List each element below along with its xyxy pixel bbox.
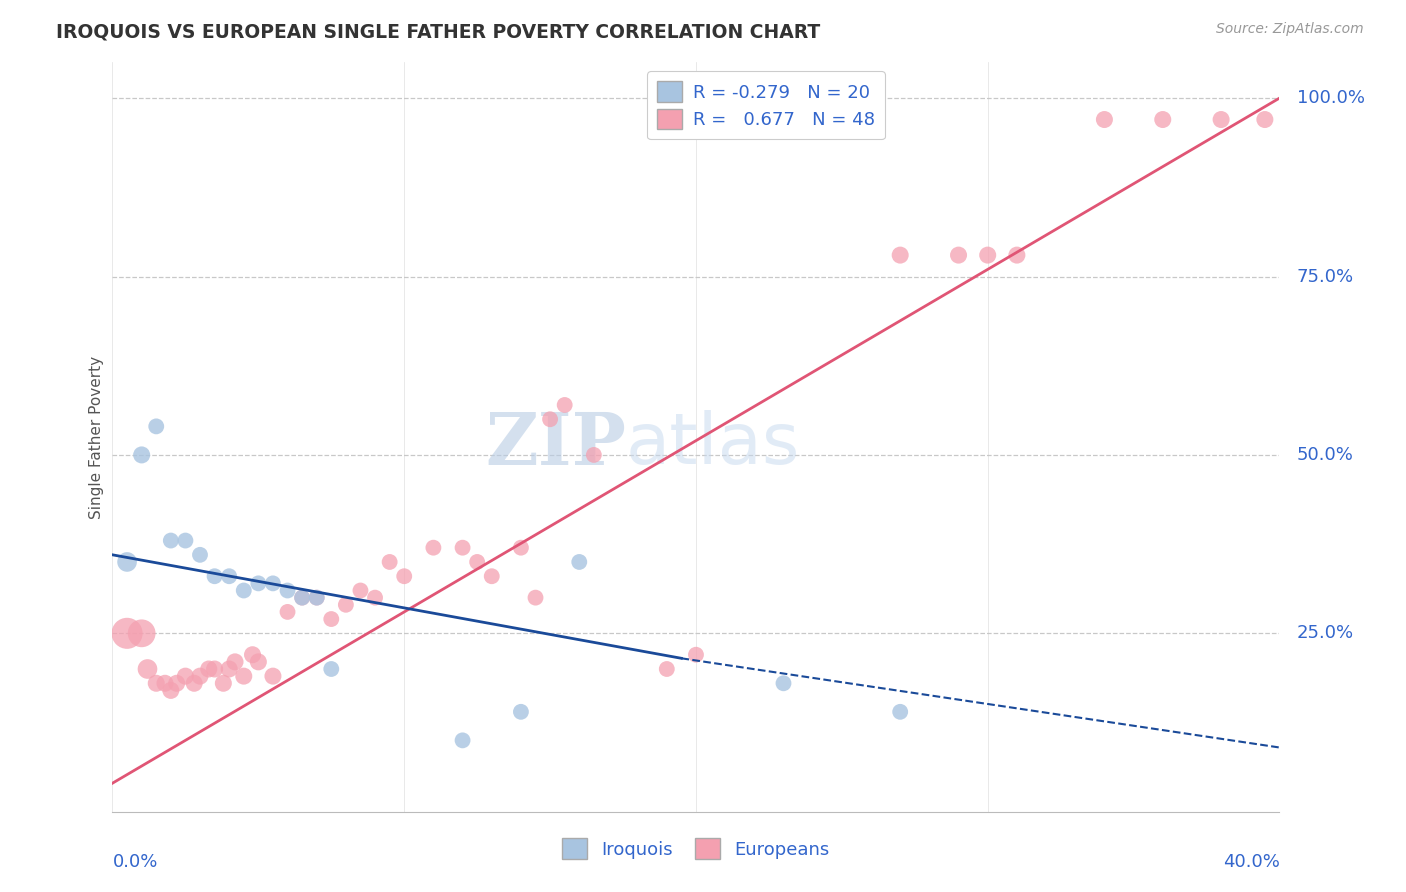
Point [145, 676, 167, 690]
Point [451, 733, 474, 747]
Point [291, 591, 314, 605]
Legend: Iroquois, Europeans: Iroquois, Europeans [555, 831, 837, 866]
Point [976, 248, 998, 262]
Point [305, 591, 328, 605]
Point [889, 248, 911, 262]
Text: 25.0%: 25.0% [1296, 624, 1354, 642]
Point [321, 662, 343, 676]
Point [481, 569, 503, 583]
Point [160, 683, 183, 698]
Text: 50.0%: 50.0% [1296, 446, 1354, 464]
Point [889, 705, 911, 719]
Point [568, 555, 591, 569]
Point [509, 541, 531, 555]
Point [204, 569, 226, 583]
Point [378, 555, 401, 569]
Point [197, 662, 219, 676]
Point [160, 533, 183, 548]
Point [465, 555, 488, 569]
Point [218, 662, 240, 676]
Point [772, 676, 794, 690]
Text: 40.0%: 40.0% [1223, 853, 1279, 871]
Point [232, 583, 254, 598]
Point [174, 533, 197, 548]
Text: 100.0%: 100.0% [1296, 89, 1365, 107]
Point [1209, 112, 1232, 127]
Point [685, 648, 707, 662]
Point [145, 419, 167, 434]
Point [166, 676, 188, 690]
Text: atlas: atlas [626, 410, 800, 479]
Point [451, 541, 474, 555]
Point [801, 120, 824, 134]
Point [524, 591, 547, 605]
Point [247, 576, 270, 591]
Point [582, 448, 605, 462]
Point [422, 541, 444, 555]
Point [554, 398, 576, 412]
Point [232, 669, 254, 683]
Point [174, 669, 197, 683]
Point [335, 598, 357, 612]
Point [364, 591, 387, 605]
Point [538, 412, 561, 426]
Point [204, 662, 226, 676]
Point [131, 448, 153, 462]
Point [247, 655, 270, 669]
Point [509, 705, 531, 719]
Point [188, 669, 211, 683]
Point [349, 583, 371, 598]
Point [1152, 112, 1174, 127]
Point [212, 676, 235, 690]
Point [291, 591, 314, 605]
Text: 0.0%: 0.0% [112, 853, 157, 871]
Point [305, 591, 328, 605]
Text: 75.0%: 75.0% [1296, 268, 1354, 285]
Text: Source: ZipAtlas.com: Source: ZipAtlas.com [1216, 22, 1364, 37]
Point [655, 662, 678, 676]
Text: IROQUOIS VS EUROPEAN SINGLE FATHER POVERTY CORRELATION CHART: IROQUOIS VS EUROPEAN SINGLE FATHER POVER… [56, 22, 821, 41]
Point [136, 662, 159, 676]
Point [131, 626, 153, 640]
Point [224, 655, 246, 669]
Point [242, 648, 264, 662]
Point [262, 669, 284, 683]
Point [1005, 248, 1028, 262]
Point [218, 569, 240, 583]
Y-axis label: Single Father Poverty: Single Father Poverty [89, 356, 104, 518]
Point [1092, 112, 1115, 127]
Point [188, 548, 211, 562]
Point [115, 626, 138, 640]
Point [183, 676, 205, 690]
Point [392, 569, 416, 583]
Point [262, 576, 284, 591]
Point [153, 676, 176, 690]
Text: ZIP: ZIP [485, 409, 626, 480]
Point [276, 605, 298, 619]
Point [115, 555, 138, 569]
Point [276, 583, 298, 598]
Point [1254, 112, 1277, 127]
Point [948, 248, 970, 262]
Point [321, 612, 343, 626]
